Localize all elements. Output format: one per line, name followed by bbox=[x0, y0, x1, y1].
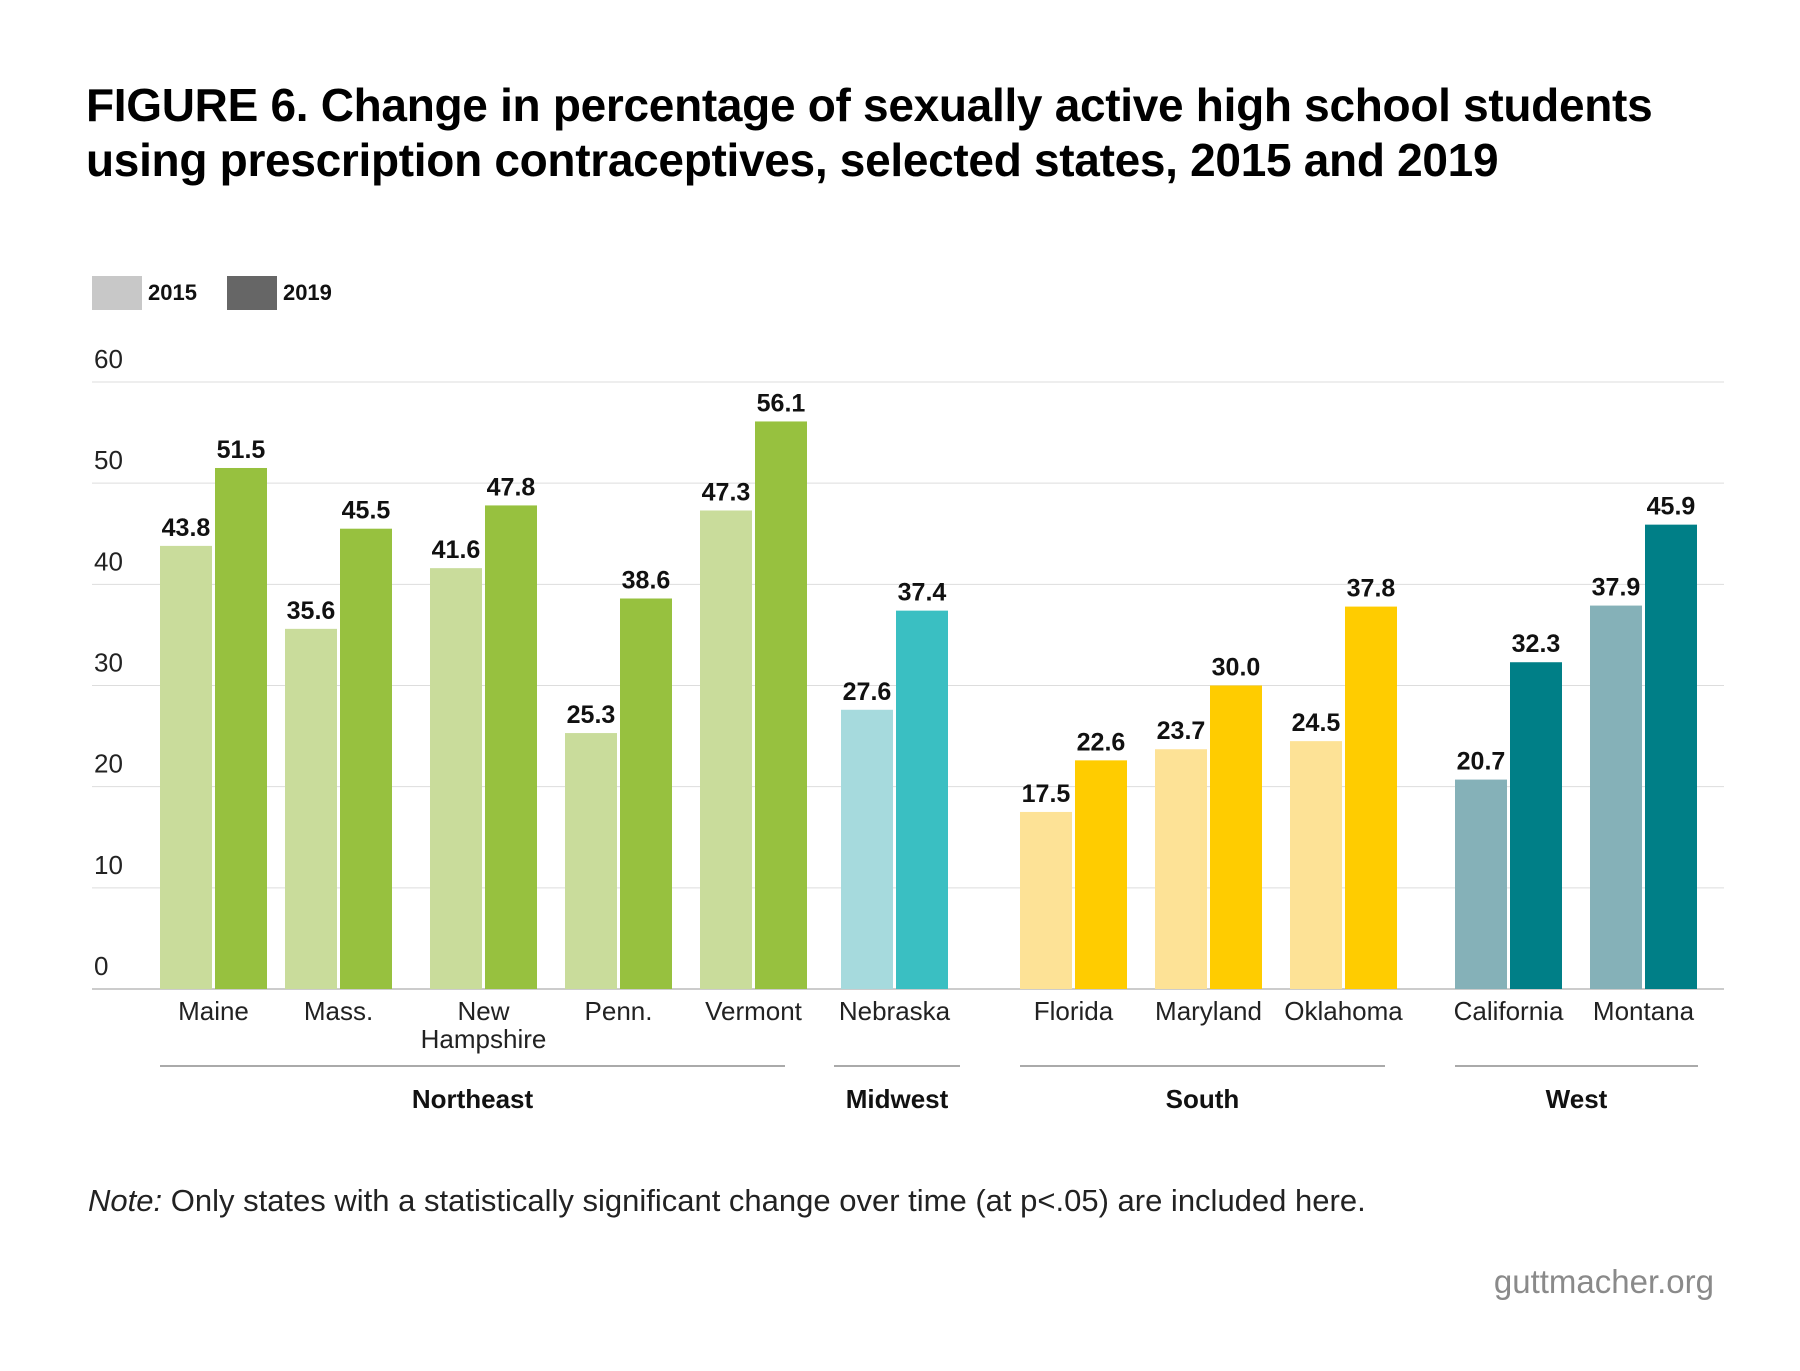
bar-2019-oklahoma bbox=[1345, 606, 1397, 989]
x-tick-label: New Hampshire bbox=[421, 996, 547, 1054]
legend-swatch-2019 bbox=[226, 276, 277, 310]
x-tick-label: Florida bbox=[1034, 996, 1114, 1026]
region-label: Midwest bbox=[846, 1084, 949, 1114]
x-tick-label: Mass. bbox=[304, 996, 373, 1026]
source-credit: guttmacher.org bbox=[1493, 1263, 1714, 1300]
note-prefix: Note: bbox=[88, 1183, 163, 1218]
bar-2015-florida bbox=[1020, 811, 1072, 989]
data-label: 56.1 bbox=[757, 389, 806, 417]
data-label: 51.5 bbox=[217, 436, 266, 464]
note-text: Only states with a statistically signifi… bbox=[162, 1183, 1366, 1218]
bar-2019-vermont bbox=[755, 421, 807, 990]
bar-2019-california bbox=[1510, 662, 1562, 989]
bar-2015-maine bbox=[160, 545, 212, 989]
bar-2015-california bbox=[1455, 779, 1507, 989]
legend-item-2019: 2019 bbox=[226, 276, 332, 310]
data-label: 37.4 bbox=[898, 579, 947, 607]
data-label: 47.3 bbox=[702, 478, 751, 506]
y-tick-label: 20 bbox=[94, 749, 123, 779]
region-label: South bbox=[1166, 1084, 1240, 1114]
data-label: 23.7 bbox=[1157, 717, 1206, 745]
data-label: 43.8 bbox=[162, 514, 211, 542]
x-tick-label: Oklahoma bbox=[1284, 996, 1403, 1026]
data-label: 37.8 bbox=[1347, 575, 1396, 603]
bar-2019-new-hampshire bbox=[485, 505, 537, 989]
data-label: 17.5 bbox=[1022, 780, 1071, 808]
data-label: 27.6 bbox=[843, 678, 892, 706]
y-tick-label: 60 bbox=[94, 344, 123, 374]
chart-title: FIGURE 6. Change in percentage of sexual… bbox=[86, 79, 1653, 187]
x-tick-label: Maryland bbox=[1155, 996, 1262, 1026]
footnote: Note: Only states with a statistically s… bbox=[88, 1183, 1366, 1219]
bar-2015-mass- bbox=[285, 628, 337, 989]
y-tick-label: 30 bbox=[94, 648, 123, 678]
bar-2015-penn- bbox=[565, 733, 617, 989]
bar-2019-mass- bbox=[340, 528, 392, 989]
data-label: 32.3 bbox=[1512, 630, 1561, 658]
bar-2019-penn- bbox=[620, 598, 672, 989]
x-tick-label: California bbox=[1454, 996, 1564, 1026]
data-label: 22.6 bbox=[1077, 728, 1126, 756]
bar-2015-montana bbox=[1590, 605, 1642, 989]
y-tick-label: 50 bbox=[94, 445, 123, 475]
bar-2015-new-hampshire bbox=[430, 568, 482, 989]
legend-swatch-2015 bbox=[92, 276, 142, 310]
data-label: 20.7 bbox=[1457, 748, 1506, 776]
data-label: 41.6 bbox=[432, 536, 481, 564]
legend-label-2019: 2019 bbox=[282, 280, 332, 305]
bar-2015-nebraska bbox=[841, 709, 893, 989]
x-tick-label: Vermont bbox=[705, 996, 803, 1026]
data-label: 47.8 bbox=[487, 473, 536, 501]
legend-item-2015: 2015 bbox=[92, 276, 197, 310]
legend: 2015 2019 bbox=[92, 276, 362, 310]
bar-2019-nebraska bbox=[896, 610, 948, 989]
data-label: 45.5 bbox=[342, 497, 391, 525]
legend-label-2015: 2015 bbox=[148, 280, 197, 305]
x-tick-label: Penn. bbox=[585, 996, 653, 1026]
bar-2015-vermont bbox=[700, 510, 752, 989]
data-label: 38.6 bbox=[622, 566, 671, 594]
y-tick-label: 0 bbox=[94, 951, 108, 981]
bar-2019-florida bbox=[1075, 760, 1127, 989]
y-tick-label: 10 bbox=[94, 850, 123, 880]
data-label: 24.5 bbox=[1292, 709, 1341, 737]
x-tick-label: Montana bbox=[1593, 996, 1695, 1026]
bar-2019-maryland bbox=[1210, 685, 1262, 989]
bar-2015-maryland bbox=[1155, 749, 1207, 989]
bar-2019-maine bbox=[215, 467, 267, 989]
bar-2019-montana bbox=[1645, 524, 1697, 989]
y-tick-label: 40 bbox=[94, 546, 123, 576]
data-label: 30.0 bbox=[1212, 654, 1261, 682]
data-label: 35.6 bbox=[287, 597, 336, 625]
x-tick-label: Nebraska bbox=[839, 996, 951, 1026]
data-label: 37.9 bbox=[1592, 574, 1641, 602]
region-label: Northeast bbox=[412, 1084, 534, 1114]
bar-chart: 0 10 20 30 40 50 60 43.8 51.5 Maine 35.6 45.5 Mass. 4… bbox=[92, 344, 1724, 1114]
region-label: West bbox=[1546, 1084, 1608, 1114]
x-tick-label: Maine bbox=[178, 996, 249, 1026]
data-label: 45.9 bbox=[1647, 493, 1696, 521]
data-label: 25.3 bbox=[567, 701, 616, 729]
bar-2015-oklahoma bbox=[1290, 741, 1342, 989]
